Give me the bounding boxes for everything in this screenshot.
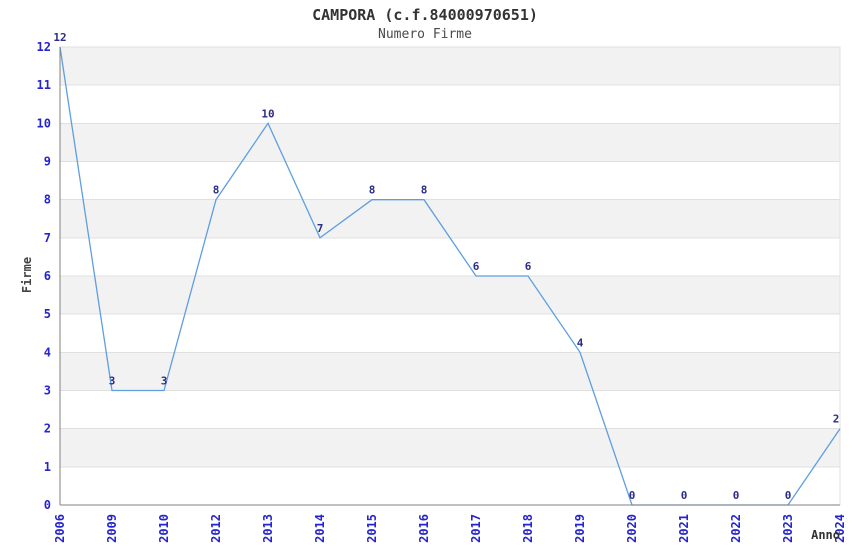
chart-title: CAMPORA (c.f.84000970651)	[312, 6, 538, 24]
value-label: 2	[833, 413, 840, 426]
y-tick-label: 11	[37, 78, 51, 92]
value-label: 0	[733, 489, 740, 502]
x-tick-label: 2024	[833, 514, 847, 543]
x-tick-label: 2020	[625, 514, 639, 543]
x-tick-label-group: 2018	[521, 514, 535, 543]
value-label: 3	[109, 375, 116, 388]
grid-band	[59, 428, 841, 468]
x-tick-label-group: 2020	[625, 514, 639, 543]
x-tick-label: 2021	[677, 514, 691, 543]
x-tick-label-group: 2015	[365, 514, 379, 543]
y-tick-label: 10	[37, 116, 51, 130]
x-tick-label: 2022	[729, 514, 743, 543]
value-label: 10	[261, 107, 274, 120]
x-tick-label-group: 2012	[209, 514, 223, 543]
value-label: 0	[629, 489, 636, 502]
grid-band	[59, 46, 841, 86]
x-tick-label-group: 2006	[53, 514, 67, 543]
x-tick-label-group: 2019	[573, 514, 587, 543]
y-tick-label: 2	[44, 422, 51, 436]
x-tick-label-group: 2009	[105, 514, 119, 543]
x-tick-label: 2012	[209, 514, 223, 543]
y-tick-label: 8	[44, 193, 51, 207]
grid-band	[59, 275, 841, 315]
y-tick-label: 1	[44, 460, 51, 474]
x-tick-label-group: 2010	[157, 514, 171, 543]
x-tick-label: 2015	[365, 514, 379, 543]
value-label: 8	[369, 184, 376, 197]
value-label: 3	[161, 375, 168, 388]
x-tick-label: 2018	[521, 514, 535, 543]
x-tick-label: 2014	[313, 514, 327, 543]
x-tick-label: 2016	[417, 514, 431, 543]
x-tick-label-group: 2017	[469, 514, 483, 543]
chart-subtitle: Numero Firme	[378, 27, 472, 42]
grid-band	[59, 199, 841, 239]
y-tick-label: 7	[44, 231, 51, 245]
x-tick-label-group: 2024	[833, 514, 847, 543]
y-axis-title: Firme	[20, 256, 34, 294]
value-label: 6	[473, 260, 480, 273]
x-tick-label: 2017	[469, 514, 483, 543]
x-tick-label: 2023	[781, 514, 795, 543]
x-tick-label-group: 2022	[729, 514, 743, 543]
value-label: 7	[317, 222, 324, 235]
grid-band	[59, 122, 841, 163]
y-tick-label: 12	[37, 40, 51, 54]
x-tick-label-group: 2013	[261, 514, 275, 543]
x-tick-label: 2006	[53, 514, 67, 543]
x-tick-label: 2010	[157, 514, 171, 543]
value-label: 0	[785, 489, 792, 502]
value-label: 12	[53, 31, 66, 44]
y-tick-label: 5	[44, 307, 51, 321]
x-tick-label: 2019	[573, 514, 587, 543]
x-tick-label-group: 2016	[417, 514, 431, 543]
y-tick-label: 6	[44, 269, 51, 283]
y-tick-label: 4	[44, 345, 51, 359]
value-label: 6	[525, 260, 532, 273]
y-tick-label: 3	[44, 384, 51, 398]
y-tick-label: 9	[44, 155, 51, 169]
x-tick-label: 2013	[261, 514, 275, 543]
value-label: 4	[577, 336, 584, 349]
x-tick-label-group: 2014	[313, 514, 327, 543]
x-axis-title: Anno	[811, 528, 840, 542]
x-tick-label-group: 2021	[677, 514, 691, 543]
x-tick-label-group: 2023	[781, 514, 795, 543]
grid-band	[59, 351, 841, 392]
value-label: 8	[421, 184, 428, 197]
value-label: 0	[681, 489, 688, 502]
value-label: 8	[213, 184, 220, 197]
y-tick-label: 0	[44, 498, 51, 512]
x-tick-label: 2009	[105, 514, 119, 543]
